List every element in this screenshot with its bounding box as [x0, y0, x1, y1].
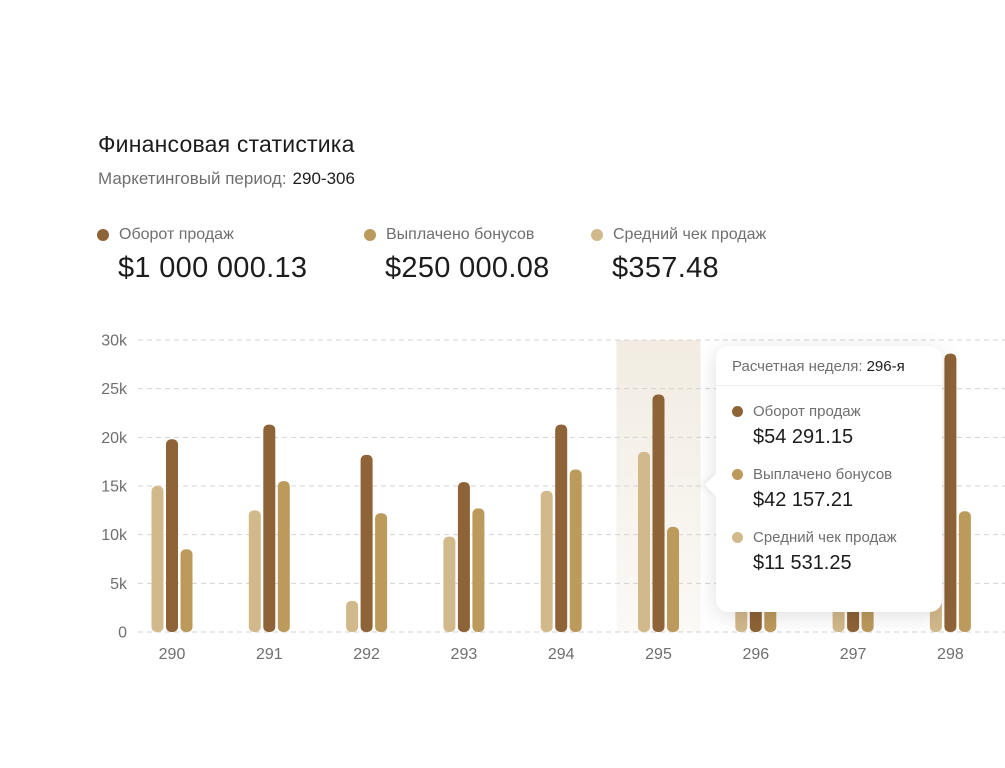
- bar-292-series-0[interactable]: [346, 600, 359, 632]
- legend-dot-bonuses-icon: [364, 229, 376, 241]
- x-tick-label: 298: [937, 646, 964, 663]
- bar-294-series-2[interactable]: [569, 469, 582, 632]
- bar-292-series-2[interactable]: [375, 513, 388, 632]
- period-label: Маркетинговый период:: [98, 169, 287, 188]
- bar-298-series-2[interactable]: [958, 511, 971, 632]
- bar-291-series-0[interactable]: [248, 510, 261, 632]
- bar-291-series-2[interactable]: [277, 481, 290, 632]
- bar-294-series-1[interactable]: [555, 424, 568, 632]
- marketing-period: Маркетинговый период: 290-306: [98, 169, 355, 189]
- x-tick-label: 296: [742, 646, 769, 663]
- x-tick-label: 297: [840, 646, 867, 663]
- bar-295-series-1[interactable]: [652, 394, 665, 632]
- tooltip-item-value: $42 157.21: [753, 489, 854, 511]
- tooltip-item-value: $11 531.25: [753, 552, 852, 574]
- tooltip-item-average: Средний чек продаж $11 531.25: [732, 529, 942, 575]
- bar-293-series-0[interactable]: [443, 536, 456, 632]
- legend-dot-average-icon: [591, 229, 603, 241]
- tooltip-item-label: Средний чек продаж: [753, 529, 897, 546]
- kpi-value: $1 000 000.13: [118, 252, 308, 284]
- tooltip-item-bonuses: Выплачено бонусов $42 157.21: [732, 466, 942, 512]
- kpi-average-check: Средний чек продаж $357.48: [591, 226, 766, 285]
- x-tick-label: 294: [548, 646, 575, 663]
- bar-295-series-0[interactable]: [638, 451, 650, 632]
- tooltip-item-label: Оборот продаж: [753, 403, 861, 420]
- legend-dot-sales-icon: [97, 229, 109, 241]
- tooltip-item-value: $54 291.15: [753, 426, 854, 448]
- kpi-sales-turnover: Оборот продаж $1 000 000.13: [97, 226, 307, 285]
- kpi-bonuses-paid: Выплачено бонусов $250 000.08: [364, 226, 550, 285]
- kpi-value: $357.48: [612, 252, 719, 284]
- period-value: 290-306: [292, 169, 355, 188]
- bar-293-series-2[interactable]: [472, 508, 485, 632]
- page-title: Финансовая статистика: [98, 131, 355, 157]
- y-tick-label: 30k: [101, 333, 128, 350]
- y-tick-label: 25k: [101, 381, 128, 398]
- x-tick-label: 290: [159, 646, 186, 663]
- dot-sales-icon: [732, 406, 743, 417]
- tooltip-item-sales: Оборот продаж $54 291.15: [732, 403, 942, 449]
- bar-291-series-1[interactable]: [263, 424, 276, 632]
- bar-290-series-1[interactable]: [166, 439, 178, 632]
- x-tick-label: 295: [645, 646, 672, 663]
- bar-295-series-2[interactable]: [667, 526, 679, 632]
- y-tick-label: 5k: [110, 576, 128, 593]
- tooltip-week-label: Расчетная неделя:: [732, 358, 863, 375]
- y-tick-label: 0: [118, 625, 127, 642]
- tooltip-week-value: 296-я: [866, 358, 905, 375]
- chart-tooltip: Расчетная неделя: 296-я Оборот продаж $54…: [716, 346, 942, 612]
- dot-average-icon: [732, 532, 743, 543]
- kpi-label: Оборот продаж: [119, 226, 234, 243]
- bar-298-series-1[interactable]: [944, 353, 957, 632]
- dot-bonuses-icon: [732, 469, 743, 480]
- bar-290-series-2[interactable]: [180, 549, 193, 632]
- tooltip-header: Расчетная неделя: 296-я: [716, 346, 942, 386]
- kpi-label: Средний чек продаж: [613, 226, 767, 243]
- x-tick-label: 292: [353, 646, 380, 663]
- y-tick-label: 20k: [101, 430, 128, 447]
- y-tick-label: 10k: [101, 527, 128, 544]
- bar-294-series-0[interactable]: [540, 490, 553, 632]
- x-tick-label: 291: [256, 646, 283, 663]
- x-tick-label: 293: [451, 646, 478, 663]
- kpi-label: Выплачено бонусов: [386, 226, 535, 243]
- bar-292-series-1[interactable]: [360, 454, 373, 632]
- bar-293-series-1[interactable]: [457, 482, 470, 632]
- kpi-value: $250 000.08: [385, 252, 550, 284]
- y-tick-label: 15k: [101, 479, 128, 496]
- bar-290-series-0[interactable]: [151, 486, 164, 632]
- tooltip-item-label: Выплачено бонусов: [753, 466, 893, 483]
